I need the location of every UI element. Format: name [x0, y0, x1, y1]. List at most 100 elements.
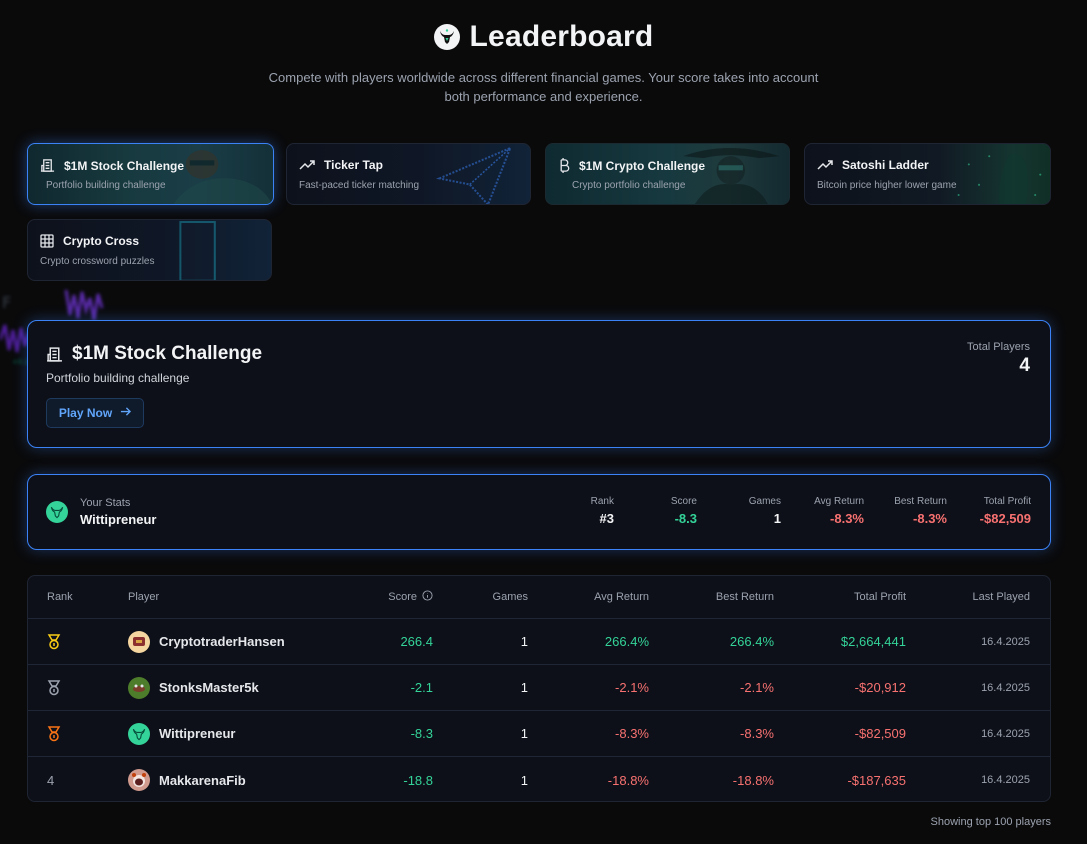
column-header-score-label: Score	[388, 591, 417, 603]
last-played-value: 16.4.2025	[981, 681, 1030, 694]
building-icon	[40, 158, 55, 173]
player-cell[interactable]: Wittipreneur	[128, 711, 235, 756]
stat-total-profit: Total Profit -$82,509	[980, 496, 1031, 526]
avatar	[46, 501, 68, 523]
table-row[interactable]: CryptotraderHansen 266.4 1 266.4% 266.4%…	[28, 619, 1050, 665]
rank-number: 4	[47, 772, 55, 788]
games-value: 1	[520, 726, 528, 741]
stat-label: Rank	[590, 496, 614, 507]
game-card-crypto-challenge[interactable]: $1M Crypto Challenge Crypto portfolio ch…	[545, 143, 790, 205]
bronze-medal-icon	[47, 711, 61, 756]
stat-score: Score -8.3	[671, 496, 697, 526]
last-played-value: 16.4.2025	[981, 774, 1030, 786]
player-avatar-image	[132, 773, 146, 787]
stat-value: -8.3	[674, 511, 697, 526]
player-name: MakkarenaFib	[159, 772, 246, 788]
column-header-player[interactable]: Player	[128, 591, 160, 603]
avg-return-value: -18.8%	[607, 772, 649, 788]
stat-games: Games 1	[749, 496, 781, 526]
game-description: Crypto crossword puzzles	[40, 256, 155, 267]
stat-avg-return: Avg Return -8.3%	[814, 496, 864, 526]
score-value: -18.8	[403, 772, 433, 788]
stat-label: Total Profit	[983, 496, 1031, 507]
avatar	[128, 722, 150, 745]
games-value: 1	[520, 772, 528, 788]
column-header-games[interactable]: Games	[492, 591, 528, 603]
page-header: Leaderboard Compete with players worldwi…	[0, 0, 1087, 106]
total-players-value: 4	[1019, 355, 1030, 376]
leaderboard-table: Rank Player Score Games Avg Return Best …	[27, 575, 1051, 802]
avatar	[128, 676, 150, 699]
game-card-crypto-cross[interactable]: Crypto Cross Crypto crossword puzzles	[27, 219, 272, 281]
cowboy-artwork-image	[682, 148, 779, 204]
trending-up-icon	[299, 159, 315, 171]
stat-value: -$82,509	[979, 511, 1031, 526]
building-icon	[46, 346, 63, 363]
game-name: Ticker Tap	[324, 158, 383, 172]
total-players: Total Players 4	[967, 341, 1030, 377]
stat-best-return: Best Return -8.3%	[894, 496, 947, 526]
svg-text:F: F	[2, 293, 11, 312]
game-description: Bitcoin price higher lower game	[817, 180, 957, 191]
neon-frame-artwork-image	[178, 221, 216, 280]
player-name: CryptotraderHansen	[159, 634, 285, 649]
bitcoin-icon	[558, 158, 570, 173]
best-return-value: 266.4%	[729, 634, 774, 649]
stat-label: Score	[670, 496, 697, 507]
your-stats-label: Your Stats	[80, 497, 131, 509]
page-title: Leaderboard	[469, 20, 654, 53]
stat-label: Games	[748, 496, 781, 507]
game-name: $1M Stock Challenge	[64, 158, 185, 173]
table-header-row: Rank Player Score Games Avg Return Best …	[28, 576, 1050, 619]
game-name: Crypto Cross	[63, 234, 140, 248]
table-row[interactable]: Wittipreneur -8.3 1 -8.3% -8.3% -$82,509…	[28, 711, 1050, 757]
game-description: Fast-paced ticker matching	[299, 180, 420, 191]
game-card-satoshi-ladder[interactable]: Satoshi Ladder Bitcoin price higher lowe…	[804, 143, 1051, 205]
game-description: Crypto portfolio challenge	[572, 180, 686, 191]
avg-return-value: -2.1%	[615, 680, 649, 695]
column-header-score[interactable]: Score	[388, 576, 433, 618]
games-value: 1	[520, 680, 528, 695]
grid-icon	[40, 234, 54, 248]
column-header-best-return[interactable]: Best Return	[715, 591, 774, 603]
games-value: 1	[520, 634, 528, 649]
stat-value: -8.3%	[913, 511, 947, 526]
game-card-ticker-tap[interactable]: Ticker Tap Fast-paced ticker matching	[286, 143, 531, 205]
column-header-avg-return[interactable]: Avg Return	[594, 591, 649, 603]
player-cell[interactable]: CryptotraderHansen	[128, 619, 285, 664]
player-cell[interactable]: StonksMaster5k	[128, 665, 259, 710]
bull-avatar-icon	[50, 506, 64, 519]
stat-value: -8.3%	[830, 511, 864, 526]
player-name: StonksMaster5k	[159, 680, 259, 695]
bear-artwork-image	[173, 150, 272, 204]
gold-medal-icon	[47, 619, 61, 664]
game-card-stock-challenge[interactable]: $1M Stock Challenge Portfolio building c…	[27, 143, 274, 205]
selected-game-panel: $1M Stock Challenge Portfolio building c…	[27, 320, 1051, 448]
avg-return-value: -8.3%	[615, 726, 649, 741]
total-profit-value: -$187,635	[847, 772, 906, 788]
score-value: -8.3	[410, 726, 433, 741]
table-row[interactable]: 4 MakkarenaFib -18.8 1 -18.8% -18.8% -$1…	[28, 757, 1050, 801]
last-played-value: 16.4.2025	[981, 727, 1030, 740]
score-value: 266.4	[400, 634, 433, 649]
stat-value: 1	[773, 511, 781, 526]
total-profit-value: -$82,509	[854, 726, 906, 741]
player-name: Wittipreneur	[159, 726, 236, 741]
avatar	[128, 630, 150, 653]
last-played-value: 16.4.2025	[981, 635, 1030, 648]
table-row[interactable]: StonksMaster5k -2.1 1 -2.1% -2.1% -$20,9…	[28, 665, 1050, 711]
game-description: Portfolio building challenge	[46, 180, 166, 191]
stat-rank: Rank #3	[591, 496, 614, 526]
play-now-button[interactable]: Play Now	[46, 398, 144, 428]
stat-value: #3	[599, 511, 614, 526]
player-cell[interactable]: MakkarenaFib	[128, 757, 246, 801]
silver-medal-icon	[47, 665, 61, 710]
your-stats-username: Wittipreneur	[80, 512, 157, 527]
total-profit-value: $2,664,441	[840, 634, 906, 649]
avatar	[128, 769, 150, 791]
column-header-rank[interactable]: Rank	[47, 591, 73, 603]
column-header-last-played[interactable]: Last Played	[972, 591, 1030, 603]
info-icon[interactable]	[422, 590, 433, 604]
column-header-total-profit[interactable]: Total Profit	[854, 591, 906, 603]
player-avatar-image	[133, 684, 145, 692]
